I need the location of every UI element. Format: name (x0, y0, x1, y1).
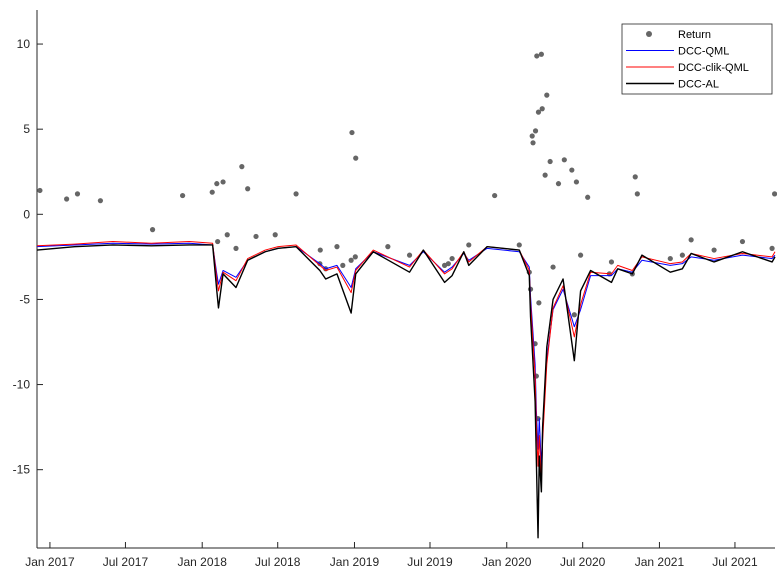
y-tick-label: -15 (13, 463, 31, 477)
return-point (632, 174, 638, 180)
return-point (37, 187, 43, 194)
return-point (585, 194, 591, 200)
return-point (74, 191, 81, 197)
x-tick-label: Jul 2018 (255, 555, 301, 569)
return-point (539, 106, 545, 112)
return-point (317, 247, 323, 253)
return-point (571, 312, 577, 318)
return-point (492, 192, 498, 199)
dcc-qml-line (36, 242, 776, 467)
legend: Return DCC-QML DCC-clik-QML DCC-AL (621, 23, 773, 95)
y-tick-label: 0 (23, 207, 30, 221)
return-point (352, 254, 358, 260)
return-point (348, 257, 354, 263)
return-point (293, 191, 299, 197)
series-lines (36, 241, 776, 539)
x-tick-label: Jul 2019 (407, 555, 453, 569)
return-point (535, 109, 542, 115)
return-point (406, 252, 413, 258)
return-scatter (37, 51, 777, 422)
return-point (555, 181, 562, 187)
return-point (569, 167, 575, 173)
return-point (679, 252, 685, 258)
return-point (529, 133, 535, 139)
x-tick-label: Jul 2020 (560, 555, 606, 569)
return-point (688, 237, 694, 243)
return-point (64, 196, 70, 202)
return-point (711, 247, 717, 253)
return-point (239, 164, 245, 170)
return-point (561, 157, 567, 163)
y-tick-label: -5 (19, 292, 30, 306)
y-tick-label: 5 (23, 122, 30, 136)
return-point (608, 259, 615, 265)
legend-label-dcc-clik-qml: DCC-clik-QML (678, 62, 749, 74)
return-point (445, 261, 451, 267)
return-point (214, 181, 220, 187)
axes: 10 5 0 -5 -10 -15 Jan 2017 Jul 2017 Jan 2018 Jul … (13, 10, 775, 569)
x-tick-label: Jan 2017 (25, 555, 75, 569)
return-point (272, 232, 278, 238)
y-tick-label: -10 (13, 378, 31, 392)
return-point (97, 198, 104, 204)
legend-label-return: Return (678, 29, 711, 41)
return-point (224, 232, 230, 238)
x-tick-label: Jan 2020 (482, 555, 532, 569)
return-point (180, 192, 186, 199)
return-point (466, 242, 472, 248)
return-point (530, 140, 536, 146)
return-point (536, 300, 542, 306)
y-tick-label: 10 (17, 37, 31, 51)
x-tick-label: Jul 2021 (712, 555, 758, 569)
x-tick-label: Jan 2021 (635, 555, 685, 569)
return-point (634, 191, 640, 197)
return-point (534, 53, 540, 59)
return-point (739, 238, 746, 245)
dcc-clik-qml-line (36, 241, 776, 481)
return-point (771, 191, 777, 197)
return-point (334, 244, 340, 250)
return-point (550, 264, 556, 270)
return-point (449, 255, 455, 262)
return-point (547, 158, 553, 165)
return-point (245, 186, 251, 192)
x-tick-label: Jul 2017 (103, 555, 149, 569)
return-point (769, 245, 775, 251)
return-point (667, 255, 673, 262)
return-point (573, 179, 580, 185)
return-point (542, 172, 548, 178)
return-point (215, 238, 221, 245)
return-point (532, 128, 539, 134)
x-tick-label: Jan 2019 (330, 555, 380, 569)
return-point (253, 233, 259, 240)
return-point (544, 92, 550, 98)
legend-marker-return (646, 31, 652, 37)
return-point (353, 155, 359, 161)
return-point (538, 51, 544, 57)
return-point (220, 179, 226, 185)
legend-label-dcc-al: DCC-AL (678, 79, 719, 91)
legend-label-dcc-qml: DCC-QML (678, 46, 729, 58)
return-point (577, 252, 584, 258)
return-point (209, 189, 215, 195)
return-point (340, 262, 346, 268)
return-point (233, 245, 239, 251)
return-point (385, 244, 391, 250)
return-point (349, 129, 355, 136)
return-point (149, 227, 156, 233)
x-tick-label: Jan 2018 (178, 555, 228, 569)
dcc-al-line (36, 244, 776, 539)
return-point (516, 242, 522, 248)
